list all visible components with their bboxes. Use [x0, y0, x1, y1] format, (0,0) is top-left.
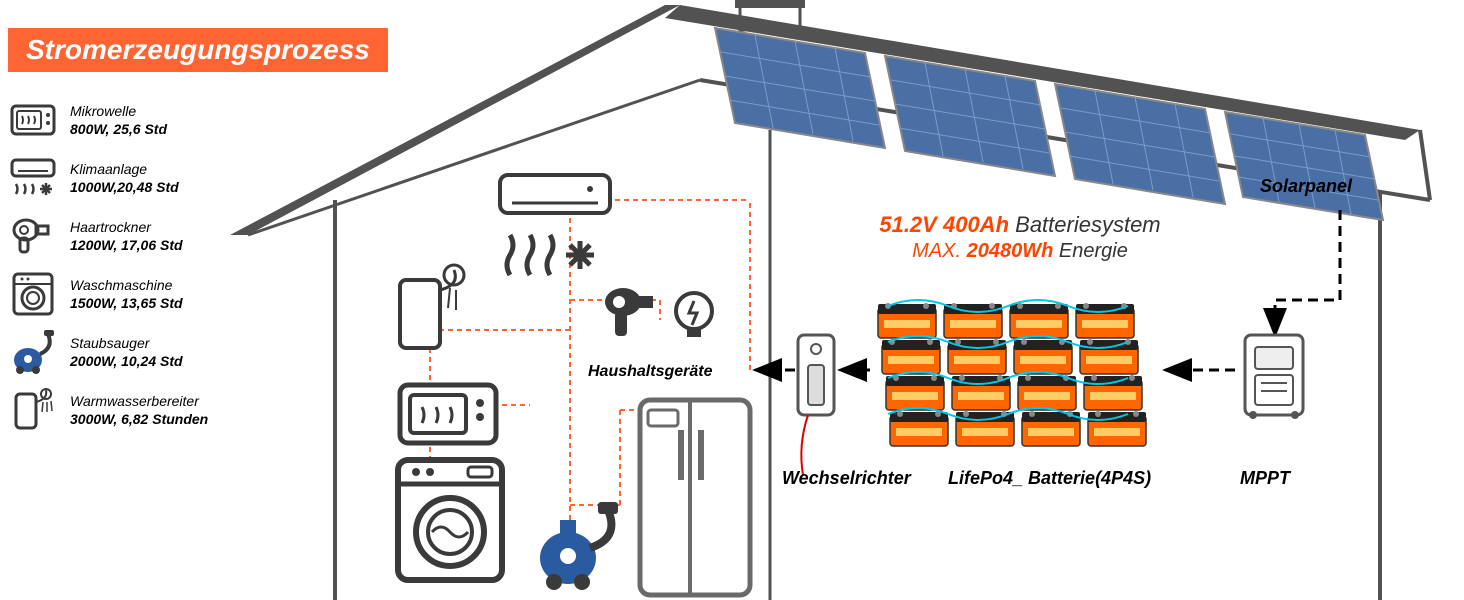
solarpanel-label: Solarpanel	[1260, 176, 1352, 197]
inverter-label: Wechselrichter	[782, 468, 911, 489]
inverter-icon	[798, 335, 834, 475]
battery-wh: 20480Wh	[967, 240, 1054, 262]
battery-energy-label: Energie	[1059, 240, 1128, 262]
battery-voltage: 51.2V	[879, 212, 937, 237]
main-diagram	[0, 0, 1464, 600]
battery-label: LifePo4_ Batterie(4P4S)	[948, 468, 1151, 489]
battery-config: (4P4S)	[1095, 468, 1151, 488]
battery-bank-render	[878, 300, 1146, 446]
battery-label-text: LifePo4_ Batterie	[948, 468, 1095, 488]
household-label: Haushaltsgeräte	[588, 363, 713, 381]
battery-ah: 400Ah	[943, 212, 1009, 237]
house-appliances	[398, 175, 750, 595]
mppt-label: MPPT	[1240, 468, 1290, 489]
battery-max-label: MAX.	[912, 240, 961, 262]
battery-system-label: Batteriesystem	[1015, 212, 1161, 237]
battery-info: 51.2V 400Ah Batteriesystem MAX. 20480Wh …	[860, 212, 1180, 263]
mppt-icon	[1245, 335, 1303, 419]
